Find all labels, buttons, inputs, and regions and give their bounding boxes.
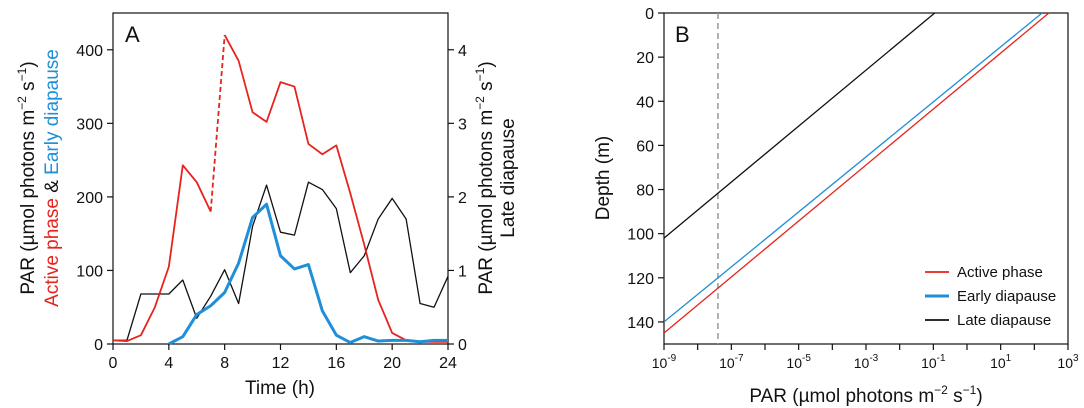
panel-b-xlabel-main: PAR (µmol photons m bbox=[749, 386, 934, 407]
panel-a-ylabel-right-end: ) bbox=[476, 61, 497, 67]
panel-b-x-tick-label: 10-5 bbox=[786, 353, 811, 371]
panel-b-x-tick-exponent: -1 bbox=[937, 353, 946, 364]
panel-a-x-axis-label: Time (h) bbox=[245, 378, 315, 399]
series-early-line bbox=[663, 12, 1043, 323]
panel-b-y-tick-label: 0 bbox=[645, 6, 654, 23]
panel-b-x-tick-exponent: 3 bbox=[1073, 353, 1079, 364]
panel-a-ylabel-left-end: ) bbox=[18, 61, 39, 67]
panel-b-xlabel-end: ) bbox=[976, 386, 982, 407]
panel-a-x-tick-label: 16 bbox=[327, 355, 345, 372]
panel-a-y-tick-label-right: 1 bbox=[458, 263, 467, 280]
panel-b-x-axis-label: PAR (µmol photons m−2 s−1) bbox=[749, 383, 982, 407]
panel-a-y-tick-label-right: 4 bbox=[458, 43, 467, 60]
panel-a-y-tick-label-right: 2 bbox=[458, 190, 467, 207]
svg-text:PAR (µmol photons m−2 s−1): PAR (µmol photons m−2 s−1) bbox=[15, 61, 39, 294]
panel-b-y-tick-label: 20 bbox=[636, 50, 654, 67]
panel-b-x-tick-label: 10-3 bbox=[854, 353, 879, 371]
panel-a-y-ticks-left: 0 100 200 300 400 bbox=[76, 43, 113, 354]
panel-a-x-tick-label: 12 bbox=[272, 355, 290, 372]
panel-a-x-tick-label: 4 bbox=[164, 355, 173, 372]
panel-a-ylabel-left-active: Active phase bbox=[42, 198, 63, 307]
panel-a-series-group bbox=[112, 34, 449, 346]
panel-b-x-tick-exponent: 1 bbox=[1006, 353, 1012, 364]
panel-b-x-tick-mantissa: 10 bbox=[921, 355, 937, 371]
panel-b-x-tick-exponent: -7 bbox=[735, 353, 744, 364]
series-late-line bbox=[663, 12, 936, 239]
panel-a-x-tick-label: 24 bbox=[439, 355, 457, 372]
panel-a-ylabel-right-mid: s bbox=[476, 81, 497, 96]
panel-b-x-tick-mantissa: 10 bbox=[1057, 355, 1073, 371]
panel-b-y-axis-label-group: Depth (m) bbox=[593, 136, 614, 220]
panel-b-y-tick-label: 80 bbox=[636, 183, 654, 200]
panel-a-ylabel-left-early: Early diapause bbox=[42, 49, 63, 175]
panel-b-x-tick-label: 10-9 bbox=[652, 353, 677, 371]
panel-b-x-ticks: 10-9 10-7 10-5 10-3 10-1 101 103 bbox=[652, 344, 1079, 371]
panel-b-x-tick-mantissa: 10 bbox=[652, 355, 668, 371]
panel-b-y-tick-label: 40 bbox=[636, 94, 654, 111]
svg-text:Active phase & Early diapause: Active phase & Early diapause bbox=[42, 49, 63, 307]
panel-a-ylabel-left-sup2: −1 bbox=[15, 67, 29, 81]
panel-b-x-tick-label: 103 bbox=[1057, 353, 1079, 371]
panel-b-x-tick-label: 10-1 bbox=[921, 353, 946, 371]
panel-b-legend: Active phase Early diapause Late diapause bbox=[925, 264, 1056, 329]
panel-a-x-tick-label: 8 bbox=[220, 355, 229, 372]
panel-a-y-tick-label-right: 0 bbox=[458, 337, 467, 354]
panel-a-ylabel-right-line2: Late diapause bbox=[498, 118, 519, 237]
series-active-line bbox=[663, 12, 1050, 334]
panel-a-y-tick-label-left: 0 bbox=[94, 337, 103, 354]
series-late-line bbox=[113, 181, 449, 341]
panel-a-label: A bbox=[125, 22, 140, 47]
panel-b-x-tick-mantissa: 10 bbox=[719, 355, 735, 371]
panel-a-ylabel-left-line1: PAR (µmol photons m bbox=[18, 110, 39, 295]
series-active-line-part1 bbox=[112, 164, 212, 342]
panel-a-y-tick-label-left: 100 bbox=[76, 263, 103, 280]
panel-a-x-tick-label: 0 bbox=[109, 355, 118, 372]
panel-b-label: B bbox=[675, 22, 690, 47]
panel-b-y-tick-label: 60 bbox=[636, 138, 654, 155]
panel-b-x-tick-label: 10-7 bbox=[719, 353, 744, 371]
series-early-line bbox=[168, 202, 448, 346]
panel-a-y-tick-label-left: 300 bbox=[76, 116, 103, 133]
panel-a-ylabel-left-amp: & bbox=[42, 175, 63, 198]
panel-a-ylabel-right-line1: PAR (µmol photons m bbox=[476, 110, 497, 295]
panel-a-ylabel-left-sup1: −2 bbox=[15, 96, 29, 110]
panel-a-y-axis-label-left: PAR (µmol photons m−2 s−1) Active phase … bbox=[15, 49, 63, 307]
panel-b-y-tick-label: 120 bbox=[627, 271, 654, 288]
panel-a-ylabel-right-sup2: −1 bbox=[473, 67, 487, 81]
panel-a-ylabel-left-mid: s bbox=[18, 81, 39, 96]
panel-b-xlabel-sup1: −2 bbox=[934, 383, 948, 397]
panel-b-y-axis-label: Depth (m) bbox=[593, 136, 614, 220]
panel-b-y-tick-label: 140 bbox=[627, 315, 654, 332]
panel-b: 10-9 10-7 10-5 10-3 10-1 101 103 0204060801001… bbox=[593, 6, 1079, 407]
panel-a-y-tick-label-left: 400 bbox=[76, 43, 103, 60]
panel-a-x-tick-label: 20 bbox=[383, 355, 401, 372]
panel-a-y-axis-label-right: PAR (µmol photons m−2 s−1) Late diapause bbox=[473, 61, 519, 294]
panel-b-x-tick-mantissa: 10 bbox=[990, 355, 1006, 371]
panel-b-xlabel-sup2: −1 bbox=[963, 383, 977, 397]
panel-b-x-tick-mantissa: 10 bbox=[786, 355, 802, 371]
panel-a-y-ticks-right: 0 1 2 3 4 bbox=[448, 43, 467, 354]
panel-b-x-tick-label: 101 bbox=[990, 353, 1012, 371]
panel-a-ylabel-right-sup1: −2 bbox=[473, 96, 487, 110]
legend-label-early: Early diapause bbox=[957, 288, 1056, 305]
legend-label-active: Active phase bbox=[957, 264, 1043, 281]
panel-b-xlabel-mid: s bbox=[948, 386, 963, 407]
panel-a-y-tick-label-left: 200 bbox=[76, 190, 103, 207]
panel-b-series-group bbox=[663, 12, 1050, 344]
panel-a-y-tick-label-right: 3 bbox=[458, 116, 467, 133]
panel-b-y-ticks: 0 20 40 60 80 100 120 140 bbox=[627, 6, 664, 332]
panel-b-x-tick-mantissa: 10 bbox=[854, 355, 870, 371]
panel-a-x-ticks: 0 4 8 12 16 20 24 bbox=[109, 344, 457, 372]
series-active-dashed-segment bbox=[209, 34, 226, 212]
panel-b-x-tick-exponent: -3 bbox=[869, 353, 878, 364]
panel-b-y-tick-label: 100 bbox=[627, 227, 654, 244]
panel-b-x-tick-exponent: -9 bbox=[667, 353, 676, 364]
series-active-line-part2 bbox=[223, 34, 448, 343]
panel-b-x-tick-exponent: -5 bbox=[802, 353, 811, 364]
svg-text:PAR (µmol photons m−2 s−1): PAR (µmol photons m−2 s−1) bbox=[473, 61, 497, 294]
legend-label-late: Late diapause bbox=[957, 312, 1051, 329]
